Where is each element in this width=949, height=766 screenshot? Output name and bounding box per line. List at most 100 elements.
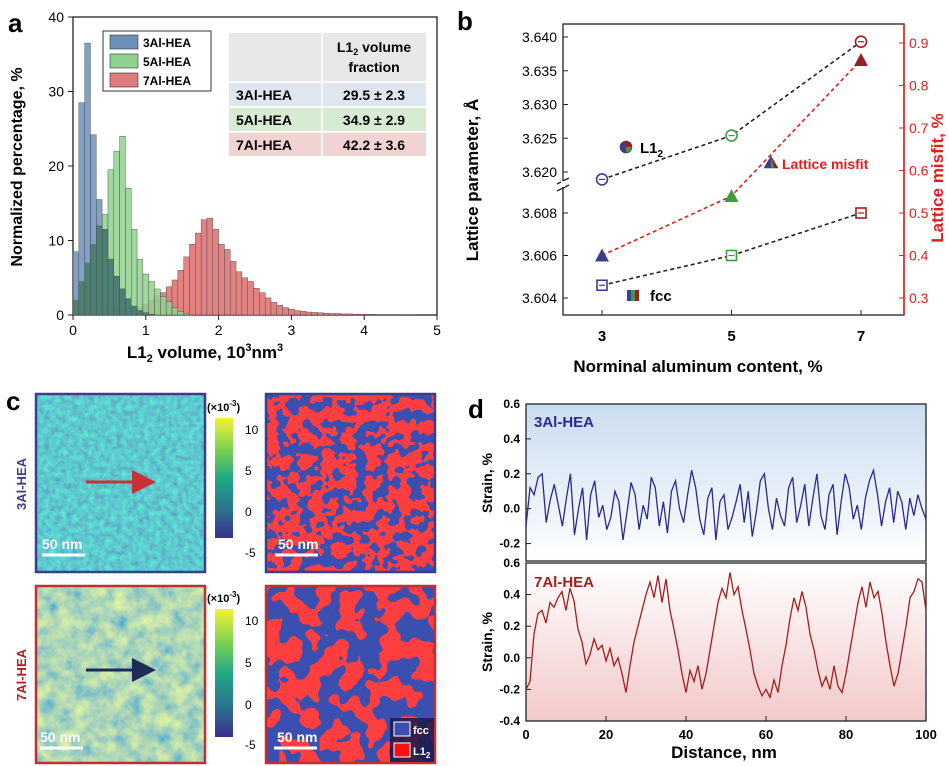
table-cell-value: 29.5 ± 2.3: [343, 87, 405, 103]
histogram-bar: [177, 311, 184, 316]
histogram-bar: [340, 313, 347, 316]
overlap-bar: [107, 259, 114, 315]
histogram-bar: [177, 270, 184, 316]
volume-fraction-table: L12 volume fraction 3Al-HEA 5Al-HEA 7Al-…: [229, 33, 426, 156]
table-cell-label: 7Al-HEA: [236, 137, 292, 153]
histogram-bar: [364, 314, 371, 316]
histogram-bar: [212, 229, 219, 316]
histogram-bar: [183, 256, 190, 316]
y-tick-label: 0.6: [503, 556, 520, 570]
histogram-bar: [288, 308, 295, 316]
y-tick-label: 3.608: [522, 205, 557, 221]
colorbar-title: (×10-3): [207, 590, 240, 605]
y-tick-label-right: 0.4: [909, 248, 929, 264]
phase-map-7al: 50 nm fcc L12: [264, 584, 437, 765]
y-tick-label: 40: [48, 9, 64, 25]
histogram-bar: [369, 314, 377, 316]
scale-bar-label: 50 nm: [40, 729, 80, 745]
panel-letter-c: c: [6, 386, 20, 416]
colorbar-tick: 0: [245, 505, 252, 519]
y-tick-label-right: 0.8: [909, 78, 929, 94]
x-tick-label: 100: [915, 727, 937, 742]
histogram-bar: [334, 313, 342, 316]
legend-misfit: Lattice misfit: [763, 155, 869, 172]
legend-label-3al: 3Al-HEA: [143, 36, 191, 50]
y-tick-label: 0: [56, 307, 64, 323]
y-tick-label: 10: [48, 233, 64, 249]
strain-xlabel: Distance, nm: [671, 743, 777, 762]
y-tick-label: 0.0: [503, 502, 520, 516]
plot-frame: [525, 562, 927, 722]
strain-ylabel-top: Strain, %: [479, 452, 495, 512]
phase-map-3al: 50 nm: [264, 392, 437, 574]
histogram-bar: [224, 249, 231, 316]
colorbar-tick: 0: [245, 698, 252, 712]
lattice-xlabel: Norminal aluminum content, %: [573, 357, 822, 376]
overlap-bar: [142, 312, 149, 315]
panel-letter-d: d: [468, 394, 484, 424]
histogram-bar: [195, 232, 202, 316]
histogram-bar: [253, 287, 260, 316]
overlap-bar: [113, 276, 120, 315]
histogram-bar: [264, 297, 272, 316]
strain-bottom-label: 7Al-HEA: [534, 574, 594, 591]
legend-label-5al: 5Al-HEA: [143, 55, 191, 69]
histogram-bar: [142, 273, 149, 316]
y-tick-label-right: 0.3: [909, 290, 929, 306]
svg-text:fcc: fcc: [650, 288, 672, 305]
strain-profile-panel: -0.2 0.0 0.2 0.4 0.6 -0.4 -0.2 0.0 0.2 0.4 0.6 0 20 4…: [499, 397, 937, 742]
overlap-bar: [84, 262, 91, 315]
histogram-bar: [317, 312, 324, 316]
legend-swatch-3al: [109, 34, 139, 50]
histogram-bar: [165, 301, 173, 316]
table-row-3al: [229, 82, 426, 106]
misfit-point: [595, 248, 609, 262]
overlap-bar: [102, 229, 108, 315]
table-row-7al: [229, 132, 426, 156]
colorbar-tick: 10: [245, 423, 259, 437]
phase-legend-l12: L12: [413, 746, 431, 760]
x-tick-label: 3: [288, 322, 296, 338]
x-tick-label: 5: [433, 322, 441, 338]
y-tick-label: -0.4: [499, 714, 520, 728]
colorbar-tick: -5: [245, 546, 256, 560]
y-tick-label: 3.625: [522, 130, 557, 146]
hist-ylabel: Normalized percentage, %: [9, 67, 26, 266]
colorbar-tick: 5: [245, 464, 252, 478]
table-header: L12 volume: [337, 39, 411, 57]
histogram-bar: [160, 296, 167, 316]
y-tick-label: 0.6: [503, 397, 520, 411]
legend-label-7al: 7Al-HEA: [143, 74, 191, 88]
histogram-bar: [125, 188, 132, 316]
y-tick-label-right: 0.6: [909, 163, 929, 179]
histogram-bar: [276, 305, 283, 316]
x-tick-label: 1: [142, 322, 150, 338]
phase-legend-fcc: fcc: [413, 725, 429, 737]
y-tick-label: 3.604: [522, 290, 557, 306]
table-cell-value: 34.9 ± 2.9: [343, 112, 405, 128]
legend-swatch-7al: [109, 72, 139, 88]
x-tick-label: 3: [598, 328, 606, 345]
histogram-bar: [299, 311, 307, 316]
table-cell-label: 5Al-HEA: [236, 112, 292, 128]
y-tick-label: -0.2: [499, 537, 520, 551]
legend-swatch-5al: [109, 53, 139, 69]
svg-text:Lattice misfit: Lattice misfit: [782, 156, 869, 172]
histogram-bar: [282, 307, 289, 316]
histogram-bar: [206, 217, 213, 316]
overlap-bar: [119, 288, 126, 315]
y-tick-label: 0.4: [503, 432, 520, 446]
y-tick-label: 0.2: [503, 467, 520, 481]
y-tick-label: 3.635: [522, 63, 557, 79]
panel-letter-a: a: [8, 8, 23, 38]
scale-bar-label: 50 nm: [277, 729, 317, 745]
histogram-bar: [218, 244, 225, 316]
histogram-bar: [323, 312, 330, 316]
histogram-bar: [241, 277, 248, 316]
y-tick-label: 20: [48, 158, 64, 174]
x-tick-label: 0: [69, 322, 77, 338]
colorbar-bottom: (×10-3) 10 5 0 -5: [207, 590, 259, 752]
x-tick-label: 40: [679, 727, 693, 742]
y-tick-label-right: 0.5: [909, 205, 929, 221]
